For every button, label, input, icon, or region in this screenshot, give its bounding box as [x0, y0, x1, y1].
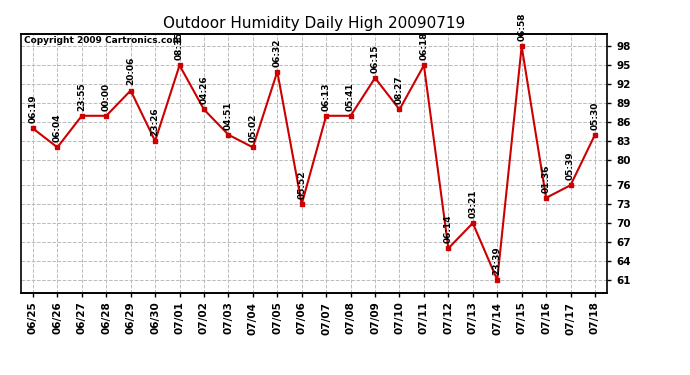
Text: 06:15: 06:15	[371, 44, 380, 73]
Text: 05:02: 05:02	[248, 114, 257, 142]
Title: Outdoor Humidity Daily High 20090719: Outdoor Humidity Daily High 20090719	[163, 16, 465, 31]
Text: 03:21: 03:21	[469, 189, 477, 218]
Text: 08:27: 08:27	[395, 76, 404, 104]
Text: 06:58: 06:58	[518, 13, 526, 41]
Text: 06:04: 06:04	[53, 114, 62, 142]
Text: 08:35: 08:35	[175, 32, 184, 60]
Text: 05:30: 05:30	[591, 101, 600, 130]
Text: 23:55: 23:55	[77, 82, 86, 111]
Text: 06:32: 06:32	[273, 38, 282, 67]
Text: 23:39: 23:39	[493, 246, 502, 275]
Text: 06:13: 06:13	[322, 82, 331, 111]
Text: 05:39: 05:39	[566, 152, 575, 180]
Text: 00:00: 00:00	[101, 82, 110, 111]
Text: 06:19: 06:19	[28, 95, 37, 123]
Text: 23:26: 23:26	[150, 107, 159, 136]
Text: 05:41: 05:41	[346, 82, 355, 111]
Text: 01:36: 01:36	[542, 164, 551, 193]
Text: 05:52: 05:52	[297, 171, 306, 199]
Text: 04:51: 04:51	[224, 101, 233, 130]
Text: Copyright 2009 Cartronics.com: Copyright 2009 Cartronics.com	[23, 36, 181, 45]
Text: 04:26: 04:26	[199, 76, 208, 104]
Text: 06:18: 06:18	[420, 32, 428, 60]
Text: 20:06: 20:06	[126, 57, 135, 86]
Text: 06:14: 06:14	[444, 214, 453, 243]
